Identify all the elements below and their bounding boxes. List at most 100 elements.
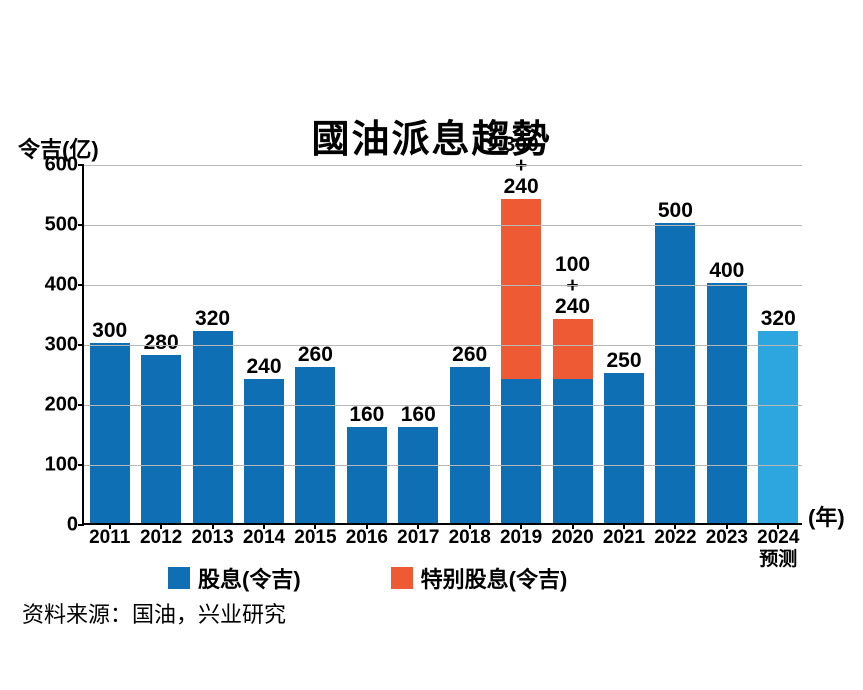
- bars-layer: 3002011 2802012 3202013 2402014 2602015 16020…: [84, 165, 802, 523]
- bar-group: 3202013: [193, 163, 233, 523]
- bar-segment-dividend: [604, 373, 644, 523]
- y-tick-label: 100: [45, 454, 78, 477]
- x-tick-label: 2022: [654, 527, 696, 549]
- legend-swatch-special: [391, 567, 413, 589]
- y-tick-label: 200: [45, 394, 78, 417]
- x-tick-label: 2020: [551, 527, 593, 549]
- y-tick-mark: [78, 224, 84, 226]
- x-tick-mark: [212, 523, 214, 529]
- bar-segment-special: [553, 319, 593, 379]
- bar-group: 1602016: [347, 163, 387, 523]
- grid-line: [84, 225, 802, 226]
- x-tick-mark: [263, 523, 265, 529]
- bar-segment-dividend: [450, 367, 490, 523]
- bar-value-label: 250: [606, 350, 641, 371]
- bar-value-label: 260: [298, 344, 333, 365]
- legend-swatch-dividend: [168, 567, 190, 589]
- bar-segment-dividend: [655, 223, 695, 523]
- x-tick-label: 2019: [500, 527, 542, 549]
- x-tick-mark: [469, 523, 471, 529]
- bar-value-label: 280: [144, 332, 179, 353]
- y-tick-label: 600: [45, 154, 78, 177]
- bar-value-label: 260: [452, 344, 487, 365]
- bar-segment-dividend: [707, 283, 747, 523]
- legend-label-special: 特别股息(令吉): [421, 562, 568, 594]
- grid-line: [84, 405, 802, 406]
- bar-segment-dividend: [758, 331, 798, 523]
- bar-group: 2802012: [141, 163, 181, 523]
- bar-value-label: 160: [349, 404, 384, 425]
- legend-item-special: 特别股息(令吉): [391, 562, 568, 594]
- bar-segment-dividend: [398, 427, 438, 523]
- y-tick-mark: [78, 164, 84, 166]
- bar-segment-special: [501, 199, 541, 379]
- x-tick-mark: [572, 523, 574, 529]
- bar-segment-dividend: [141, 355, 181, 523]
- bar-segment-dividend: [501, 379, 541, 523]
- x-tick-label: 2021: [603, 527, 645, 549]
- x-tick-label: 2012: [140, 527, 182, 549]
- bar-group: 4002023: [707, 163, 747, 523]
- grid-line: [84, 285, 802, 286]
- x-tick-mark: [623, 523, 625, 529]
- bar-value-label: 500: [658, 200, 693, 221]
- bar-value-label: 400: [709, 260, 744, 281]
- bar-value-label: 320: [195, 308, 230, 329]
- y-tick-mark: [78, 344, 84, 346]
- y-tick-mark: [78, 464, 84, 466]
- bar-value-label: 300: [92, 320, 127, 341]
- x-tick-label: 2014: [243, 527, 285, 549]
- y-tick-mark: [78, 404, 84, 406]
- y-tick-mark: [78, 524, 84, 526]
- x-tick-mark: [726, 523, 728, 529]
- x-tick-label: 2016: [346, 527, 388, 549]
- x-tick-label: 2018: [449, 527, 491, 549]
- x-tick-label: 2011: [89, 527, 130, 549]
- x-tick-mark: [160, 523, 162, 529]
- legend-item-dividend: 股息(令吉): [168, 562, 301, 594]
- bar-segment-dividend: [193, 331, 233, 523]
- legend: 股息(令吉) 特别股息(令吉): [168, 562, 567, 594]
- y-tick-label: 300: [45, 334, 78, 357]
- bar-segment-dividend: [90, 343, 130, 523]
- bar-group: 3002011: [90, 163, 130, 523]
- bar-value-label: 160: [401, 404, 436, 425]
- bar-segment-dividend: [295, 367, 335, 523]
- x-tick-mark: [777, 523, 779, 529]
- grid-line: [84, 345, 802, 346]
- bar-group: 2602018: [450, 163, 490, 523]
- grid-line: [84, 465, 802, 466]
- bar-group: 2602015: [295, 163, 335, 523]
- x-tick-mark: [109, 523, 111, 529]
- bar-value-label: 320: [761, 308, 796, 329]
- bar-segment-dividend: [347, 427, 387, 523]
- bar-group: 3202024预测: [758, 163, 798, 523]
- x-tick-label: 2015: [294, 527, 336, 549]
- x-tick-label: 2017: [397, 527, 439, 549]
- y-tick-mark: [78, 284, 84, 286]
- y-tick-label: 500: [45, 214, 78, 237]
- plot-area: 3002011 2802012 3202013 2402014 2602015 16020…: [82, 165, 802, 525]
- y-tick-label: 400: [45, 274, 78, 297]
- grid-line: [84, 165, 802, 166]
- x-tick-label: 2024预测: [757, 527, 799, 571]
- bar-group: 2502021: [604, 163, 644, 523]
- y-tick-label: 0: [67, 514, 78, 537]
- x-tick-mark: [674, 523, 676, 529]
- legend-label-dividend: 股息(令吉): [198, 562, 301, 594]
- x-tick-mark: [314, 523, 316, 529]
- bar-value-label: 240: [246, 356, 281, 377]
- bar-segment-dividend: [553, 379, 593, 523]
- bar-group: 5002022: [655, 163, 695, 523]
- bar-group: 300+2402019: [501, 163, 541, 523]
- bar-segment-dividend: [244, 379, 284, 523]
- x-tick-label: 2013: [191, 527, 233, 549]
- x-tick-mark: [520, 523, 522, 529]
- bar-group: 2402014: [244, 163, 284, 523]
- chart-container: 3002011280201232020132402014260201516020…: [20, 95, 840, 575]
- x-tick-label: 2023: [706, 527, 748, 549]
- x-tick-mark: [417, 523, 419, 529]
- bar-group: 1602017: [398, 163, 438, 523]
- bar-group: 100+2402020: [553, 163, 593, 523]
- source-text: 资料来源：国油，兴业研究: [22, 597, 286, 629]
